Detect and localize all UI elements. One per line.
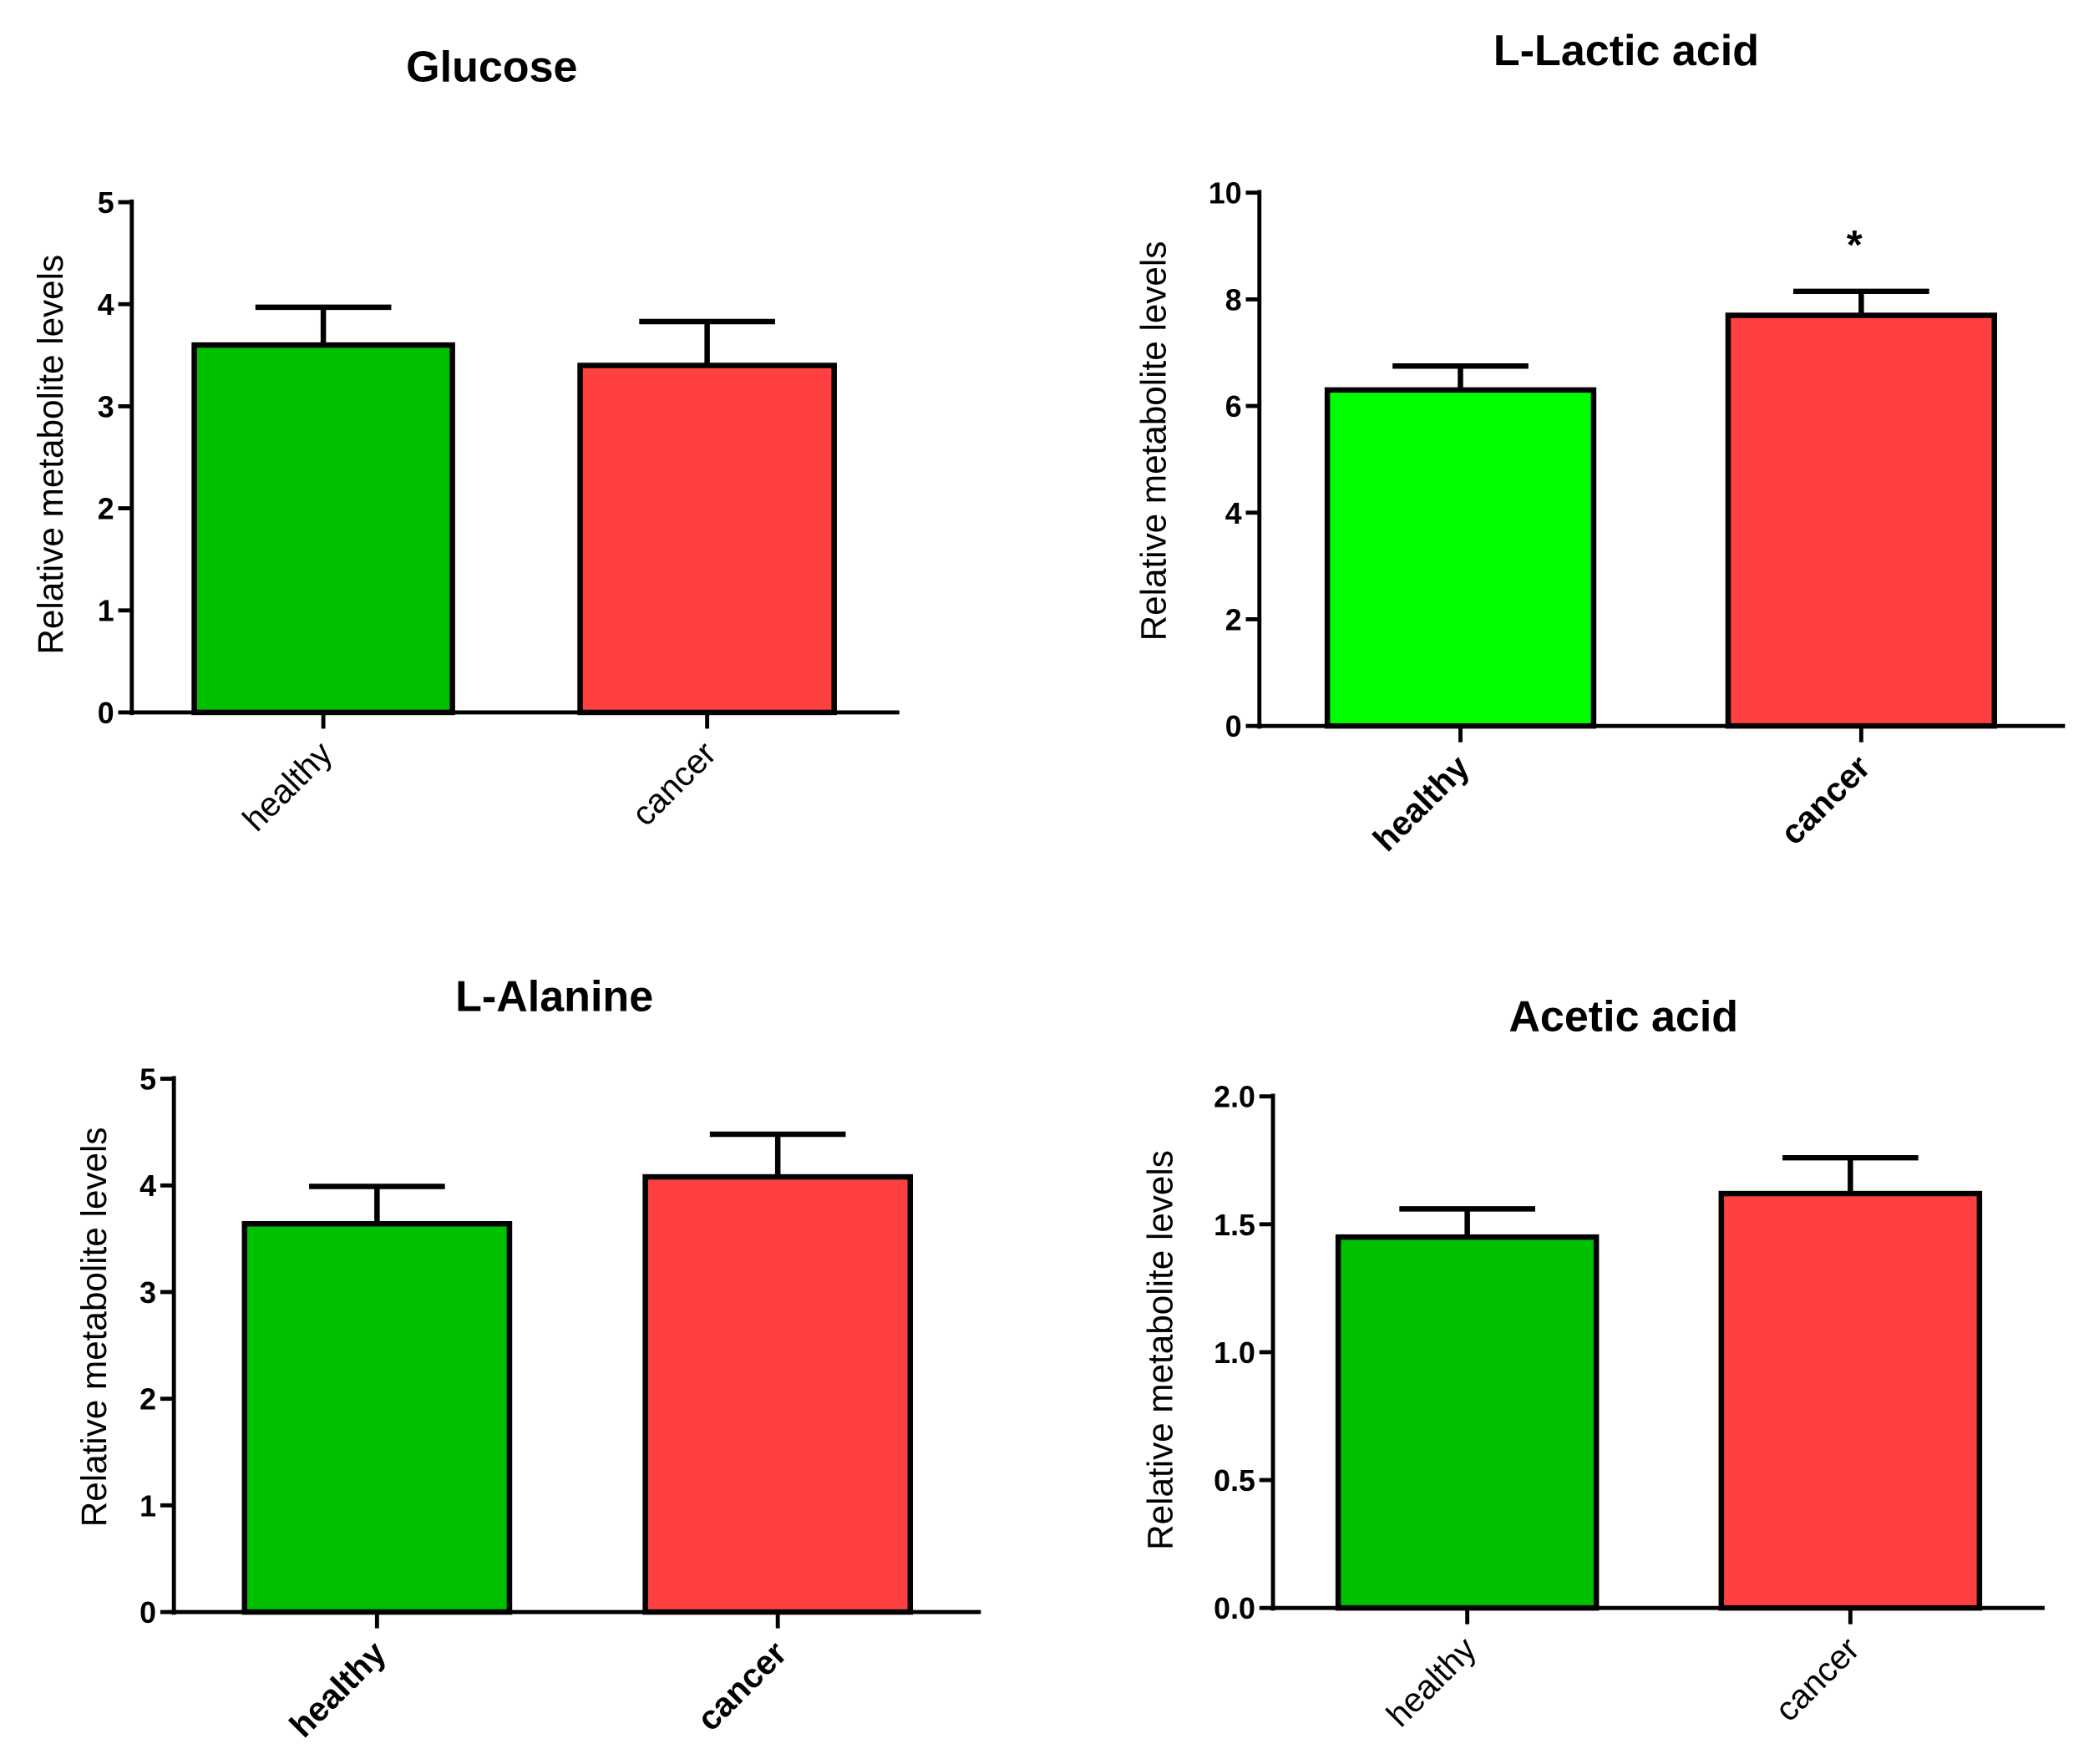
y-tick-label: 2 bbox=[1225, 603, 1242, 636]
y-tick-label: 2 bbox=[98, 493, 114, 526]
y-tick-label: 2.0 bbox=[1214, 1081, 1255, 1114]
x-tick-label: cancer bbox=[624, 734, 723, 834]
y-tick-label: 0.5 bbox=[1214, 1464, 1255, 1498]
bar-healthy bbox=[241, 1220, 513, 1615]
x-tick-label: healthy bbox=[282, 1634, 393, 1745]
y-tick-label: 0 bbox=[98, 697, 114, 730]
bar-cancer bbox=[577, 362, 837, 716]
y-tick-label: 1.5 bbox=[1214, 1209, 1255, 1242]
x-tick-label: healthy bbox=[1379, 1630, 1484, 1735]
x-tick-label: cancer bbox=[689, 1634, 793, 1738]
y-tick-label: 5 bbox=[139, 1063, 156, 1097]
bar-healthy bbox=[191, 342, 455, 716]
y-tick-label: 5 bbox=[98, 186, 114, 220]
chart-title: L-Alanine bbox=[455, 972, 653, 1021]
y-tick-label: 4 bbox=[139, 1169, 156, 1203]
bar-cancer bbox=[1718, 1190, 1983, 1611]
chart-title: Glucose bbox=[406, 43, 577, 92]
y-tick-label: 3 bbox=[139, 1276, 156, 1310]
x-tick-label: cancer bbox=[1767, 1630, 1867, 1729]
bar-cancer bbox=[642, 1173, 914, 1615]
y-tick-label: 2 bbox=[139, 1383, 156, 1417]
chart-panel-acetic-acid: Acetic acid Relative metabolite levels hea… bbox=[1141, 993, 2045, 1734]
y-tick-label: 10 bbox=[1209, 177, 1242, 210]
x-tick-label: cancer bbox=[1773, 748, 1878, 852]
y-tick-label: 8 bbox=[1225, 283, 1242, 317]
y-axis-label: Relative metabolite levels bbox=[31, 255, 70, 655]
bar-healthy bbox=[1324, 387, 1597, 729]
chart-panel-glucose: Glucose Relative metabolite levels healthy… bbox=[31, 43, 900, 839]
significance-marker: * bbox=[1847, 223, 1863, 268]
y-axis-label: Relative metabolite levels bbox=[74, 1127, 114, 1527]
chart-panel-l-lactic-acid: L-Lactic acid Relative metabolite levels h… bbox=[1134, 27, 2066, 859]
y-axis-label: Relative metabolite levels bbox=[1134, 241, 1174, 641]
y-tick-label: 0 bbox=[1225, 710, 1242, 743]
y-tick-label: 1 bbox=[139, 1489, 156, 1523]
x-tick-label: healthy bbox=[235, 733, 340, 839]
y-tick-label: 4 bbox=[98, 288, 114, 322]
y-tick-label: 3 bbox=[98, 390, 114, 423]
bar-cancer bbox=[1725, 312, 1998, 729]
y-tick-label: 0.0 bbox=[1214, 1592, 1255, 1625]
bar-healthy bbox=[1335, 1234, 1600, 1611]
y-axis-label: Relative metabolite levels bbox=[1141, 1150, 1180, 1550]
y-tick-label: 6 bbox=[1225, 390, 1242, 423]
chart-title: Acetic acid bbox=[1508, 993, 1738, 1042]
y-tick-label: 0 bbox=[139, 1596, 156, 1630]
chart-title: L-Lactic acid bbox=[1493, 27, 1759, 75]
y-tick-label: 1 bbox=[98, 595, 114, 628]
x-tick-label: healthy bbox=[1366, 748, 1477, 859]
y-tick-label: 1.0 bbox=[1214, 1336, 1255, 1370]
y-tick-label: 4 bbox=[1225, 497, 1242, 530]
chart-panel-l-alanine: L-Alanine Relative metabolite levels healt… bbox=[74, 972, 981, 1745]
